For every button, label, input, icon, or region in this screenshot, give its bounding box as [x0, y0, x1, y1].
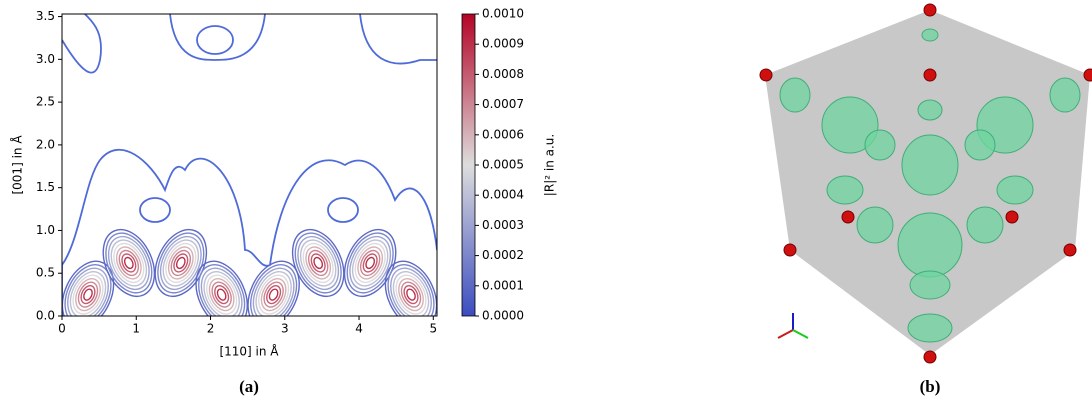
contour-line: [257, 275, 291, 315]
contour-line: [309, 252, 328, 274]
colorbar-tick-label: 0.0010: [482, 7, 524, 21]
contour-line: [119, 252, 138, 274]
x-tick-label: 0: [58, 322, 66, 336]
contour-area: [52, 14, 446, 336]
contour-line: [264, 283, 283, 305]
colorbar-label: |R|² in a.u.: [543, 134, 557, 196]
colorbar-tick-label: 0.0004: [482, 188, 524, 202]
contour-line: [93, 221, 164, 304]
contour-line: [164, 243, 198, 283]
contour-line: [112, 243, 146, 283]
x-tick-label: 1: [132, 322, 140, 336]
y-axis-label: [001] in Å: [10, 135, 25, 195]
y-tick-label: 1.0: [36, 223, 55, 237]
contour-line: [394, 275, 428, 315]
colorbar-tick-label: 0.0007: [482, 97, 524, 111]
y-tick-label: 0.0: [36, 309, 55, 323]
contour-line: [238, 253, 309, 336]
x-tick-label: 2: [207, 322, 215, 336]
colorbar-tick-label: 0.0008: [482, 67, 524, 81]
colorbar-tick-label: 0.0006: [482, 127, 524, 141]
contour-line: [171, 252, 190, 274]
y-tick-label: 2.0: [36, 137, 55, 151]
contour-line: [78, 283, 97, 305]
x-axis-label: [110] in Å: [219, 344, 279, 359]
colorbar-tick-label: 0.0005: [482, 158, 524, 172]
contour-line: [401, 283, 420, 305]
axis-triad: [778, 313, 808, 338]
y-tick-label: 1.5: [36, 180, 55, 194]
colorbar-tick-label: 0.0001: [482, 278, 524, 292]
x-tick-label: 3: [281, 322, 289, 336]
colorbar: [462, 14, 475, 316]
caption: (a): [239, 377, 259, 396]
colorbar-tick-label: 0.0003: [482, 218, 524, 232]
render-3d: [760, 4, 1092, 363]
contour-line: [71, 275, 105, 315]
y-tick-label: 2.5: [36, 95, 55, 109]
colorbar-tick-label: 0.0002: [482, 248, 524, 262]
caption: (b): [920, 377, 941, 396]
colorbar-tick-label: 0.0000: [482, 309, 524, 323]
x-tick-label: 5: [429, 322, 437, 336]
contour-line: [353, 243, 387, 283]
x-tick-label: 4: [355, 322, 363, 336]
colorbar-tick-label: 0.0009: [482, 37, 524, 51]
contour-line: [361, 252, 380, 274]
contour-line: [212, 283, 231, 305]
y-tick-label: 0.5: [36, 266, 55, 280]
figure: [110] in Å [001] in Å |R|² in a.u. (a) (…: [0, 0, 1092, 405]
contour-line: [301, 243, 335, 283]
contour-line: [205, 275, 239, 315]
y-tick-label: 3.0: [36, 52, 55, 66]
y-tick-label: 3.5: [36, 9, 55, 23]
